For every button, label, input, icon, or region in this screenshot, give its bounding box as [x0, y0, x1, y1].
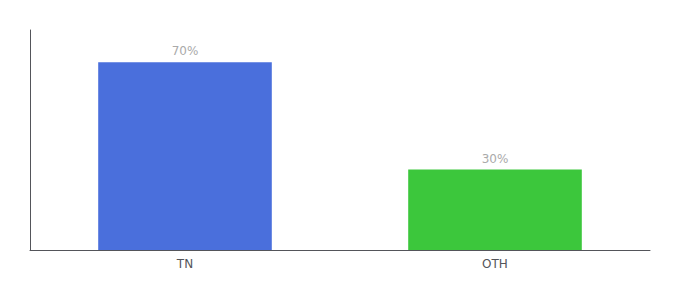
- svg-text:OTH: OTH: [482, 257, 508, 271]
- svg-text:30%: 30%: [482, 152, 509, 166]
- svg-text:TN: TN: [176, 257, 193, 271]
- svg-text:70%: 70%: [172, 44, 199, 58]
